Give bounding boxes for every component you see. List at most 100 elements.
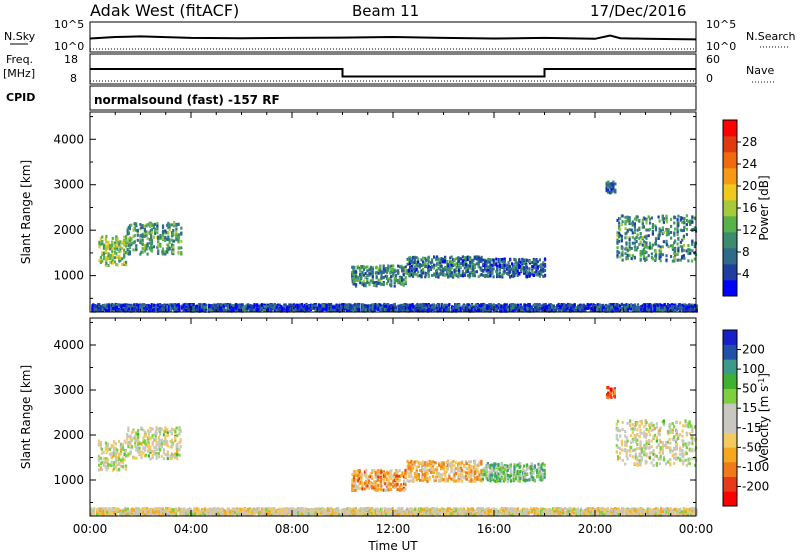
range-cell	[98, 259, 101, 263]
range-cell	[621, 253, 624, 257]
range-cell	[628, 254, 631, 258]
range-cell	[111, 236, 114, 240]
range-cell	[159, 243, 162, 247]
range-cell	[387, 264, 390, 268]
range-cell	[398, 304, 401, 308]
range-cell	[119, 249, 122, 253]
range-cell	[658, 309, 661, 313]
range-cell	[491, 305, 494, 309]
range-cell	[568, 306, 571, 309]
range-cell	[612, 189, 615, 193]
range-cell	[492, 267, 495, 271]
range-cell	[519, 305, 522, 309]
beam-title: Beam 11	[352, 2, 419, 20]
range-cell	[341, 303, 344, 307]
range-cell	[683, 226, 686, 229]
range-cell	[482, 274, 485, 277]
range-cell	[387, 267, 390, 271]
range-cell	[145, 233, 148, 237]
range-cell	[150, 244, 153, 248]
range-cell	[361, 305, 364, 309]
range-cell	[140, 233, 143, 237]
range-cell	[469, 257, 472, 261]
range-cell	[448, 307, 451, 310]
range-cell	[633, 228, 636, 232]
range-cell	[371, 309, 374, 313]
range-cell	[375, 265, 378, 269]
range-cell	[393, 281, 396, 285]
range-cell	[596, 307, 599, 311]
range-cell	[435, 304, 438, 308]
range-cell	[465, 307, 468, 310]
range-cell	[523, 258, 526, 262]
range-cell	[517, 308, 520, 312]
range-cell	[677, 236, 680, 240]
range-cell	[675, 305, 678, 309]
range-cell	[472, 274, 475, 278]
range-cell	[123, 252, 126, 256]
range-cell	[518, 258, 521, 262]
range-cell	[466, 306, 469, 310]
range-cell	[670, 217, 673, 221]
range-cell	[475, 255, 478, 259]
range-cell	[449, 267, 452, 271]
range-cell	[449, 265, 452, 269]
range-cell	[436, 304, 439, 307]
range-cell	[542, 267, 545, 271]
range-cell	[362, 273, 366, 277]
range-cell	[377, 303, 380, 306]
range-cell	[477, 263, 480, 267]
range-cell	[423, 304, 426, 307]
range-cell	[432, 306, 435, 309]
range-cell	[152, 235, 155, 239]
range-cell	[667, 245, 670, 249]
range-cell	[92, 308, 95, 312]
range-cell	[638, 237, 641, 240]
range-cell	[616, 218, 619, 222]
range-cell	[533, 266, 536, 270]
range-cell	[609, 182, 612, 186]
range-cell	[364, 276, 367, 280]
range-cell	[166, 305, 169, 309]
range-cell	[409, 272, 412, 276]
freq-label: Freq.	[6, 53, 33, 66]
range-cell	[535, 262, 538, 266]
range-cell	[309, 303, 312, 307]
range-cell	[598, 304, 601, 308]
range-cell	[362, 281, 366, 285]
range-cell	[473, 263, 476, 267]
range-cell	[366, 265, 369, 269]
range-cell	[444, 266, 447, 270]
range-cell	[509, 268, 512, 272]
range-cell	[610, 182, 613, 186]
range-cell	[498, 258, 502, 262]
range-cell	[489, 263, 492, 267]
range-cell	[634, 309, 637, 312]
range-cell	[611, 305, 614, 309]
range-cell	[106, 309, 109, 313]
range-cell	[528, 270, 531, 274]
range-cell	[614, 188, 617, 192]
range-cell	[128, 245, 131, 249]
range-cell	[125, 263, 128, 267]
range-cell	[296, 304, 299, 307]
range-cell	[367, 305, 370, 309]
range-cell	[603, 309, 606, 312]
range-cell	[488, 309, 491, 313]
range-cell	[113, 260, 117, 264]
range-cell	[413, 261, 416, 265]
range-cell	[616, 231, 619, 235]
range-cell	[154, 306, 158, 310]
range-cell	[484, 263, 487, 267]
range-cell	[647, 246, 650, 250]
range-cell	[402, 283, 405, 287]
range-cell	[483, 307, 486, 311]
range-cell	[487, 271, 490, 275]
range-cell	[171, 304, 174, 308]
range-cell	[485, 259, 488, 263]
range-cell	[181, 306, 184, 310]
range-cell	[530, 306, 534, 310]
range-cell	[683, 256, 686, 260]
range-cell	[332, 305, 335, 309]
range-cell	[654, 228, 658, 232]
